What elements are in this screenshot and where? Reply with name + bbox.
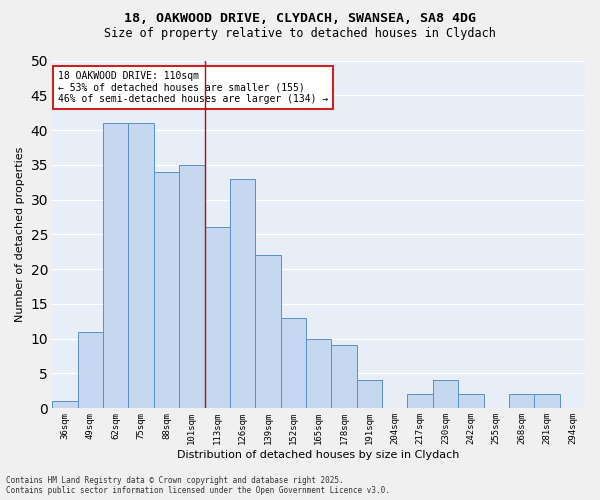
Text: 18, OAKWOOD DRIVE, CLYDACH, SWANSEA, SA8 4DG: 18, OAKWOOD DRIVE, CLYDACH, SWANSEA, SA8…: [124, 12, 476, 26]
Bar: [281, 318, 306, 408]
Bar: [534, 394, 560, 408]
Bar: [306, 338, 331, 408]
Bar: [128, 123, 154, 408]
Bar: [52, 401, 78, 408]
Bar: [357, 380, 382, 408]
Y-axis label: Number of detached properties: Number of detached properties: [15, 146, 25, 322]
X-axis label: Distribution of detached houses by size in Clydach: Distribution of detached houses by size …: [178, 450, 460, 460]
Bar: [230, 178, 255, 408]
Bar: [407, 394, 433, 408]
Text: 18 OAKWOOD DRIVE: 110sqm
← 53% of detached houses are smaller (155)
46% of semi-: 18 OAKWOOD DRIVE: 110sqm ← 53% of detach…: [58, 71, 328, 104]
Bar: [433, 380, 458, 408]
Bar: [458, 394, 484, 408]
Bar: [255, 255, 281, 408]
Bar: [509, 394, 534, 408]
Text: Contains HM Land Registry data © Crown copyright and database right 2025.
Contai: Contains HM Land Registry data © Crown c…: [6, 476, 390, 495]
Bar: [78, 332, 103, 408]
Bar: [179, 165, 205, 408]
Bar: [103, 123, 128, 408]
Bar: [154, 172, 179, 408]
Text: Size of property relative to detached houses in Clydach: Size of property relative to detached ho…: [104, 28, 496, 40]
Bar: [331, 346, 357, 408]
Bar: [205, 228, 230, 408]
